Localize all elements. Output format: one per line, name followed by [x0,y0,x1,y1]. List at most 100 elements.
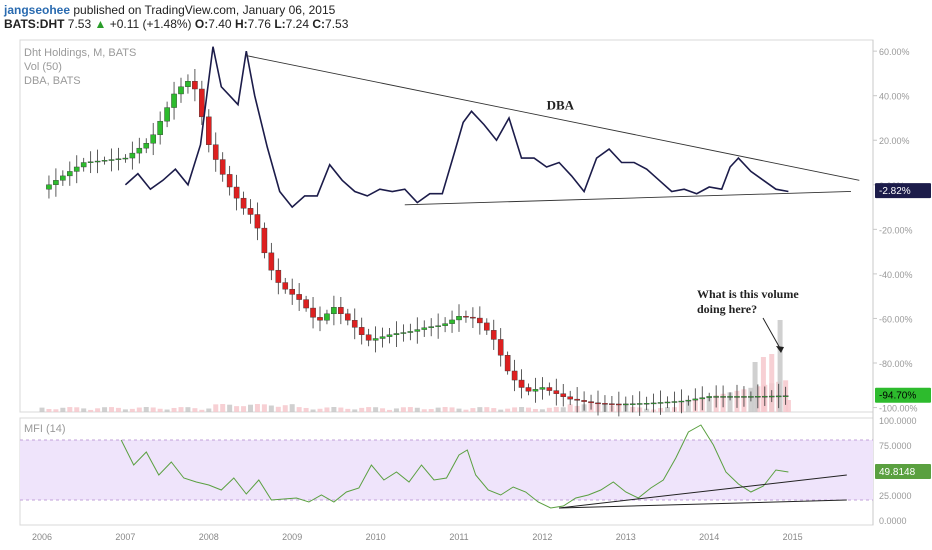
volume-bar [81,408,87,412]
candle-body [602,403,608,405]
volume-bar [261,404,267,412]
candle-body [553,390,560,394]
close-label: C: [312,17,326,31]
dht-badge: -94.70% [879,391,916,402]
candle-body [755,396,761,398]
candle-body [282,282,289,290]
volume-bar [345,408,351,412]
volume-bar [442,407,448,412]
high-value: 7.76 [247,17,271,31]
candle-body [212,144,219,160]
volume-bar [491,408,497,412]
mfi-series-line [120,424,789,509]
candle-body [108,159,115,161]
dba-badge: -2.82% [879,186,911,197]
candle-body [414,329,421,332]
candle-body [775,395,782,398]
volume-bar [303,407,309,412]
candle-body [150,134,157,144]
candle-body [164,107,170,122]
candle-body [671,401,678,403]
candle-body [199,88,205,118]
legend-mfi: MFI (14) [24,423,66,435]
volume-bar [227,404,233,412]
volume-bar [157,408,163,412]
volume-bar [206,408,212,412]
volume-bar [470,408,476,412]
volume-bar [352,409,358,412]
price-tick-label: 20.00% [879,136,910,146]
candle-body [490,330,497,340]
candle-body [588,401,594,404]
x-tick-label: 2010 [366,532,386,542]
author-name[interactable]: jangseohee [4,3,71,17]
volume-bar [380,408,386,412]
candle-body [428,326,435,328]
volume-bar [407,407,413,412]
volume-bar [220,404,226,412]
candle-body [233,186,240,199]
candle-body [734,396,740,398]
candle-body [713,396,719,398]
volume-bar [760,357,766,412]
volume-bar [512,407,518,412]
volume-bar [505,408,511,412]
volume-bar [519,407,525,412]
open-value: 7.40 [208,17,232,31]
candle-body [331,307,337,315]
mfi-band [20,440,873,500]
candle-body [386,334,393,337]
volume-bar [164,409,170,412]
candle-body [664,401,671,404]
mfi-tick-label: 0.0000 [879,516,907,526]
x-tick-label: 2007 [115,532,135,542]
dba-series-line [124,46,789,209]
volume-annotation-line1: What is this volume [697,287,799,301]
ohlc-line: BATS:DHT 7.53 ▲ +0.11 (+1.48%) O:7.40 H:… [4,16,348,32]
volume-bar [428,409,434,412]
volume-bar [185,407,191,412]
candle-body [345,313,351,321]
last-price: 7.53 [67,17,92,31]
candle-body [268,252,275,271]
price-tick-label: -80.00% [879,359,913,369]
candle-body [539,387,546,390]
candle-body [136,147,143,154]
volume-bar [532,408,538,412]
candle-body [324,313,330,321]
open-label: O: [194,17,209,31]
candle-body [53,180,59,185]
up-arrow-icon: ▲ [94,17,107,31]
volume-bar [539,409,545,412]
volume-bar [727,392,733,412]
candle-body [463,316,469,318]
x-tick-label: 2014 [699,532,719,542]
volume-bar [644,408,650,412]
candle-body [699,397,706,400]
volume-bar [213,404,219,412]
candle-body [643,403,650,405]
volume-bar [435,407,441,412]
candle-body [525,387,532,392]
volume-annotation-line2: doing here? [697,302,757,316]
candle-body [629,403,636,405]
candle-body [219,159,226,175]
candle-body [157,120,163,135]
volume-bar [324,407,330,412]
volume-bar [74,407,80,412]
volume-bar [178,407,184,412]
x-tick-label: 2009 [282,532,302,542]
volume-bar [282,405,288,412]
candle-body [616,403,622,406]
candle-body [365,334,372,341]
candle-body [66,171,73,177]
candle-body [532,389,539,392]
candle-body [581,400,587,402]
volume-bar [143,407,149,412]
candle-body [351,320,358,328]
x-tick-label: 2006 [32,532,52,542]
candle-body [449,319,455,324]
volume-bar [317,408,323,412]
volume-bar [387,409,392,412]
